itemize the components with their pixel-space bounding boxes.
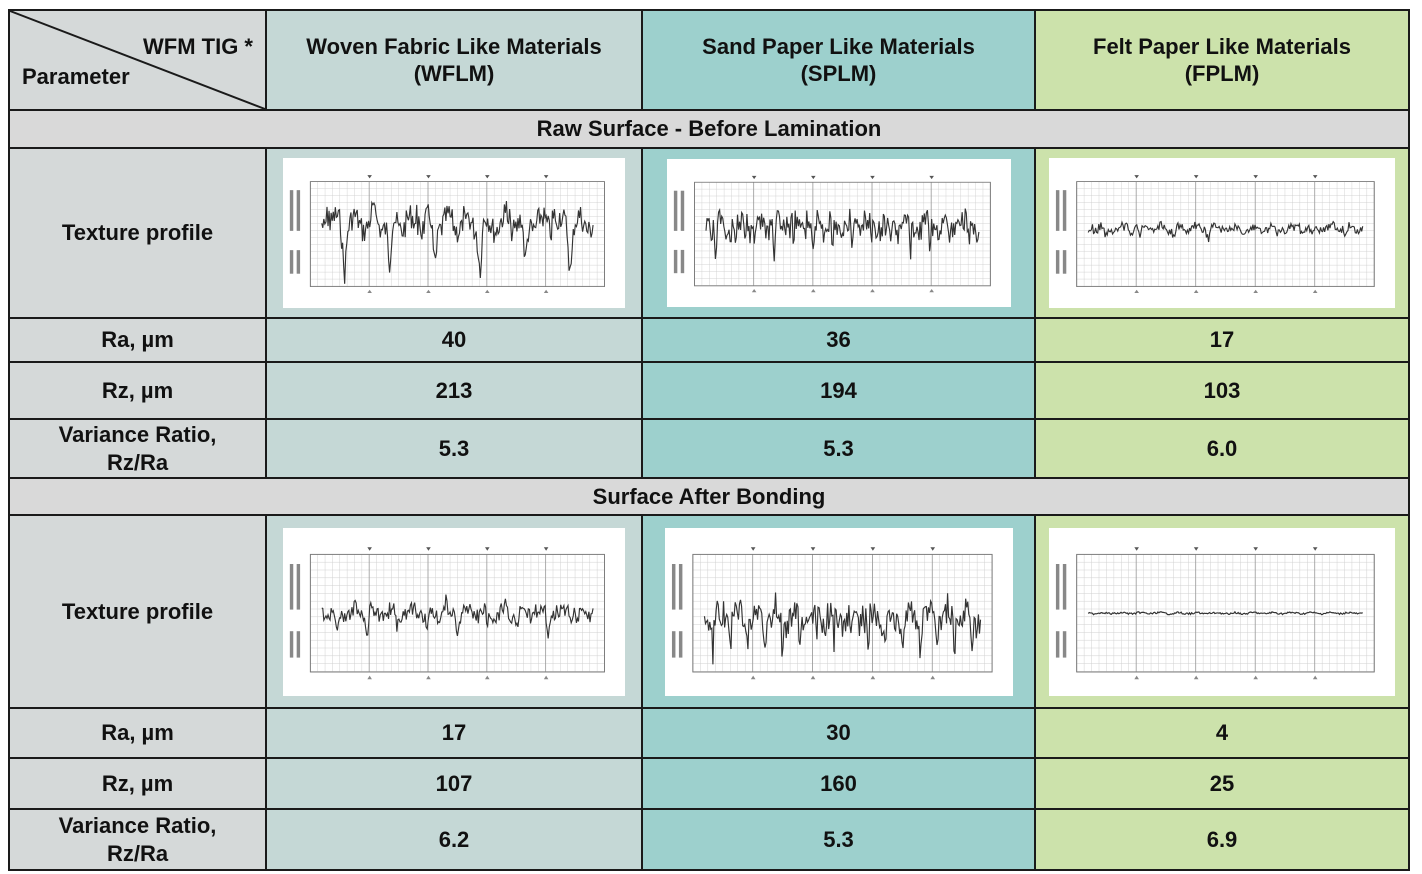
- column-header-line1: Felt Paper Like Materials: [1093, 33, 1351, 59]
- row-label: Texture profile: [8, 147, 267, 319]
- texture-profile-cell: [641, 514, 1036, 709]
- row-label: Ra, µm: [8, 317, 267, 363]
- texture-trace-graphic: [1055, 546, 1375, 679]
- texture-profile-plot: [664, 527, 1013, 696]
- row-label: Variance Ratio, Rz/Ra: [8, 418, 267, 479]
- texture-profile-row: Texture profile: [8, 514, 1410, 709]
- value-cell: 4: [1034, 707, 1410, 759]
- column-header-line2: (FPLM): [1184, 61, 1260, 86]
- diagonal-divider: [10, 11, 265, 109]
- column-header-wflm: Woven Fabric Like Materials (WFLM): [265, 9, 643, 111]
- value-cell: 17: [1034, 317, 1410, 363]
- texture-profile-plot: [283, 158, 625, 308]
- value-cell: 6.0: [1034, 418, 1410, 479]
- column-header-line1: Sand Paper Like Materials: [702, 33, 975, 59]
- texture-trace-graphic: [289, 175, 605, 293]
- row-label: Ra, µm: [8, 707, 267, 759]
- row-label-line1: Variance Ratio,: [58, 813, 217, 838]
- column-header-line2: (SPLM): [800, 61, 877, 86]
- value-cell: 5.3: [265, 418, 643, 479]
- value-cell: 194: [641, 361, 1036, 420]
- value-cell: 25: [1034, 757, 1410, 810]
- value-cell: 30: [641, 707, 1036, 759]
- texture-profile-plot: [1049, 527, 1395, 696]
- corner-bottom-label: Parameter: [22, 64, 130, 89]
- value-cell: 6.9: [1034, 808, 1410, 871]
- table-row: Ra, µm 40 36 17: [8, 317, 1410, 363]
- table-row: Ra, µm 17 30 4: [8, 707, 1410, 759]
- table-row: Variance Ratio, Rz/Ra 6.2 5.3 6.9: [8, 808, 1410, 871]
- value-cell: 5.3: [641, 808, 1036, 871]
- column-header-fplm: Felt Paper Like Materials (FPLM): [1034, 9, 1410, 111]
- texture-profile-cell: [641, 147, 1036, 319]
- value-cell: 213: [265, 361, 643, 420]
- value-cell: 103: [1034, 361, 1410, 420]
- texture-trace-graphic: [671, 546, 993, 679]
- row-label-line1: Variance Ratio,: [58, 422, 217, 447]
- corner-top-label: WFM TIG *: [143, 34, 253, 59]
- value-cell: 40: [265, 317, 643, 363]
- row-label-line2: Rz/Ra: [106, 840, 169, 866]
- texture-trace-graphic: [1055, 175, 1375, 293]
- table-row: Rz, µm 213 194 103: [8, 361, 1410, 420]
- table-row: Variance Ratio, Rz/Ra 5.3 5.3 6.0: [8, 418, 1410, 479]
- section-title: Surface After Bonding: [8, 477, 1410, 516]
- row-label: Rz, µm: [8, 361, 267, 420]
- row-label: Rz, µm: [8, 757, 267, 810]
- texture-trace-graphic: [289, 546, 605, 679]
- value-cell: 160: [641, 757, 1036, 810]
- section-title: Raw Surface - Before Lamination: [8, 109, 1410, 149]
- section-row: Raw Surface - Before Lamination: [8, 109, 1410, 149]
- texture-profile-cell: [1034, 147, 1410, 319]
- texture-profile-cell: [1034, 514, 1410, 709]
- texture-profile-plot: [283, 527, 625, 696]
- surface-texture-table: WFM TIG * Parameter Woven Fabric Like Ma…: [8, 9, 1410, 871]
- texture-profile-plot: [666, 159, 1011, 307]
- row-label: Variance Ratio, Rz/Ra: [8, 808, 267, 871]
- column-header-splm: Sand Paper Like Materials (SPLM): [641, 9, 1036, 111]
- texture-profile-cell: [265, 514, 643, 709]
- texture-profile-plot: [1049, 158, 1395, 308]
- column-header-line1: Woven Fabric Like Materials: [306, 33, 602, 59]
- value-cell: 5.3: [641, 418, 1036, 479]
- texture-profile-cell: [265, 147, 643, 319]
- value-cell: 36: [641, 317, 1036, 363]
- texture-profile-row: Texture profile: [8, 147, 1410, 319]
- value-cell: 17: [265, 707, 643, 759]
- corner-cell: WFM TIG * Parameter: [8, 9, 267, 111]
- texture-trace-graphic: [673, 175, 991, 293]
- header-row: WFM TIG * Parameter Woven Fabric Like Ma…: [8, 9, 1410, 111]
- column-header-line2: (WFLM): [413, 61, 495, 86]
- row-label: Texture profile: [8, 514, 267, 709]
- table-row: Rz, µm 107 160 25: [8, 757, 1410, 810]
- section-row: Surface After Bonding: [8, 477, 1410, 516]
- value-cell: 6.2: [265, 808, 643, 871]
- value-cell: 107: [265, 757, 643, 810]
- row-label-line2: Rz/Ra: [106, 449, 169, 475]
